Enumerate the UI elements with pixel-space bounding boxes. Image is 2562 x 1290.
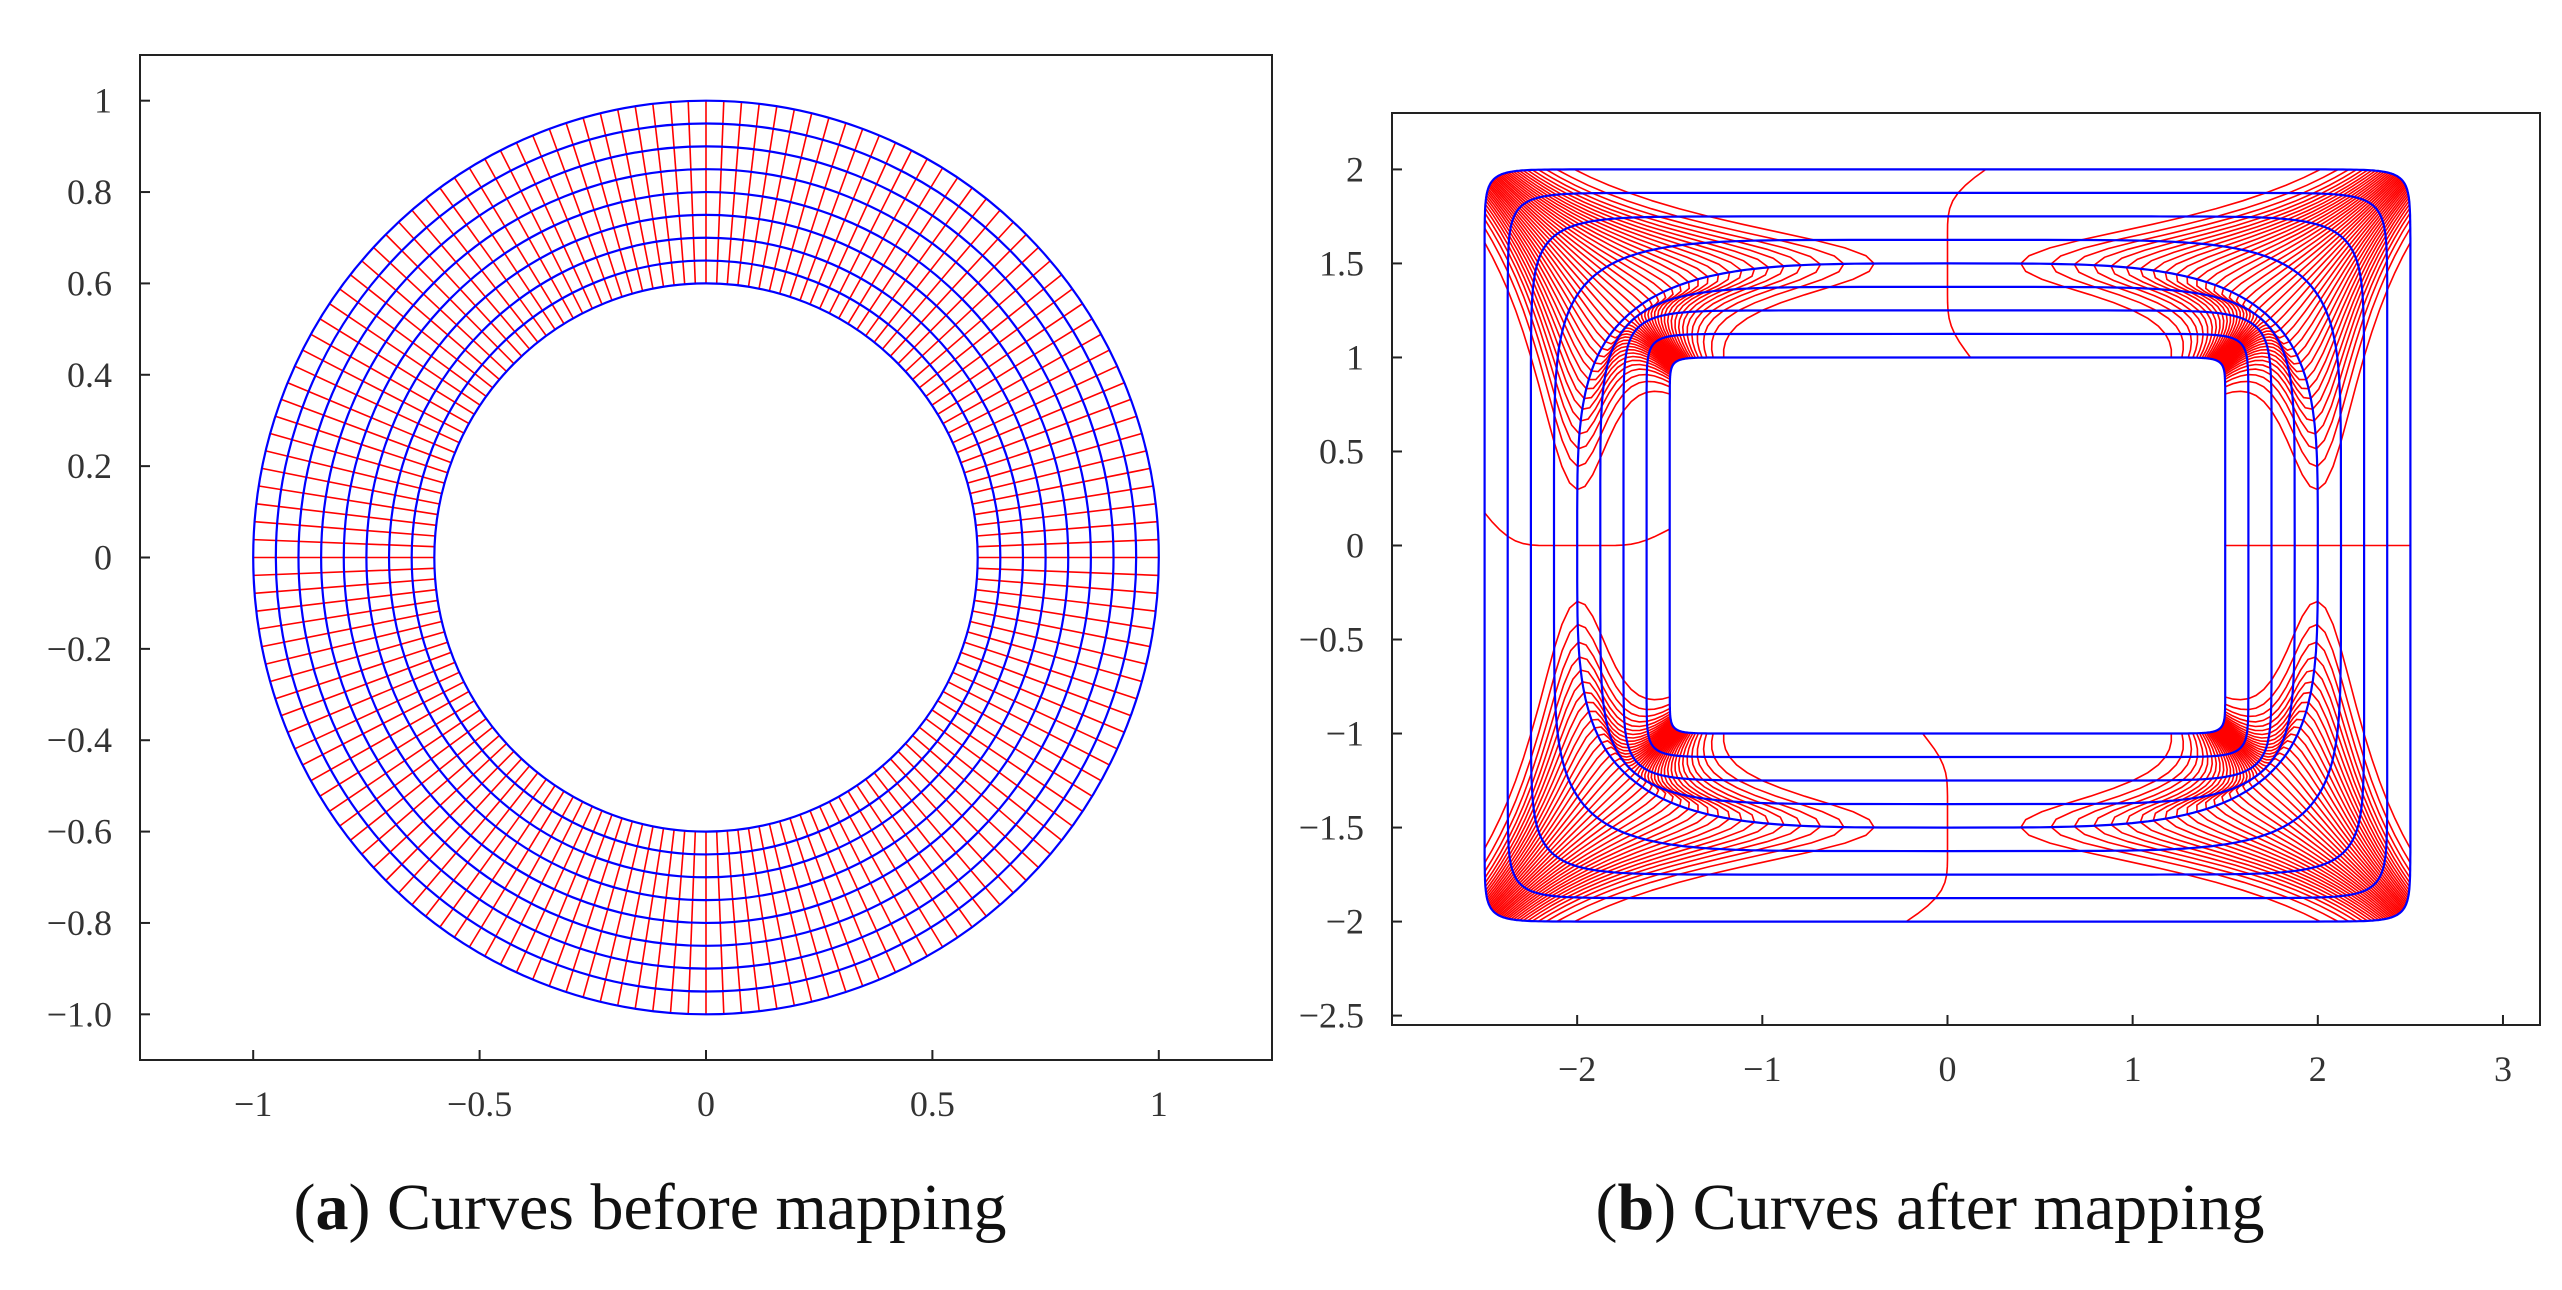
panel-a-xtick-label: 1 <box>1150 1084 1168 1124</box>
panel-b-xtick-label: −2 <box>1558 1049 1596 1089</box>
mapped-curve <box>1576 262 2319 829</box>
panel-a-ytick-label: −0.6 <box>47 812 112 852</box>
caption-a-title: Curves before mapping <box>386 1171 1007 1244</box>
panel-a-ytick-label: 0.6 <box>67 263 112 303</box>
mapped-curve <box>1552 238 2343 853</box>
circle-curve <box>342 190 1070 925</box>
panel-a-ytick-label: 0 <box>94 538 112 578</box>
panel-b-xtick-label: 0 <box>1938 1049 1956 1089</box>
panel-b-ytick-label: 1 <box>1346 337 1364 377</box>
circle-curve <box>274 122 1138 993</box>
caption-a-letter: a <box>315 1171 349 1244</box>
panel-b-xtick-label: 2 <box>2309 1049 2327 1089</box>
panel-a-ytick-label: 1 <box>94 81 112 121</box>
circle-curve <box>433 282 979 833</box>
caption-b: (b) Curves after mapping <box>1595 1171 2265 1244</box>
panel-b-ytick-label: 1.5 <box>1319 243 1364 283</box>
panel-b-ytick-label: −2 <box>1326 902 1364 942</box>
panel-b-ytick-label: 0.5 <box>1319 431 1364 471</box>
panel-a-chart: −1 −0.5 0 0.5 1 1 0.8 0.6 0.4 0.2 0 −0.2 −0.4 −0.6 −0.… <box>47 54 1273 1124</box>
circle-curve <box>320 168 1092 947</box>
panel-b-ytick-label: 0 <box>1346 525 1364 565</box>
panel-a-ytick-label: 0.2 <box>67 446 112 486</box>
mapped-curve <box>1622 309 2273 782</box>
mapped-curve <box>1599 285 2296 806</box>
panel-b-ytick-label: 2 <box>1346 149 1364 189</box>
panel-b-axes-box <box>1391 112 2541 1026</box>
panel-a-xtick-label: −0.5 <box>447 1084 512 1124</box>
panel-a-ytick-label: −0.8 <box>47 903 112 943</box>
panel-a-xtick-label: 0 <box>697 1084 715 1124</box>
circle-curve <box>297 145 1115 970</box>
mapped-curve <box>1668 356 2227 735</box>
mapped-curve <box>1529 215 2366 876</box>
panel-b-ytick-label: −2.5 <box>1299 996 1364 1036</box>
mapped-curve <box>1483 168 2412 923</box>
caption-b-title: Curves after mapping <box>1692 1171 2265 1244</box>
panel-a-ytick-label: −0.4 <box>47 720 112 760</box>
panel-b-ytick-label: −0.5 <box>1299 620 1364 660</box>
panel-a-ytick-label: −1.0 <box>47 994 112 1034</box>
panel-b-xtick-label: −1 <box>1743 1049 1781 1089</box>
panel-b-xtick-label: 3 <box>2494 1049 2512 1089</box>
caption-b-letter: b <box>1617 1171 1655 1244</box>
circle-curve <box>365 213 1047 902</box>
circle-curve <box>252 99 1160 1016</box>
circle-curve <box>410 259 1002 856</box>
panel-a-xtick-label: −1 <box>234 1084 272 1124</box>
panel-b-chart: −2 −1 0 1 2 3 2 1.5 1 0.5 0 −0.5 −1 −1.5 −2 −2.5 <box>1299 112 2541 1089</box>
panel-b-xtick-label: 1 <box>2124 1049 2142 1089</box>
panel-a-ytick-label: 0.8 <box>67 172 112 212</box>
panel-b-ytick-label: −1.5 <box>1299 808 1364 848</box>
panel-a-ytick-label: 0.4 <box>67 355 112 395</box>
mapped-curve <box>1645 332 2250 759</box>
mapped-curve <box>1506 191 2389 900</box>
panel-b-ytick-label: −1 <box>1326 714 1364 754</box>
panel-a-xtick-label: 0.5 <box>910 1084 955 1124</box>
caption-a: (a) Curves before mapping <box>293 1171 1007 1244</box>
panel-a-ytick-label: −0.2 <box>47 629 112 669</box>
circle-curve <box>387 236 1025 879</box>
